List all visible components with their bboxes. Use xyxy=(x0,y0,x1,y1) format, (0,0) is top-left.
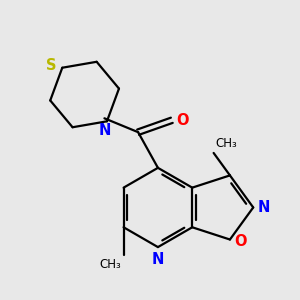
Text: N: N xyxy=(152,252,164,267)
Text: O: O xyxy=(176,113,188,128)
Text: CH₃: CH₃ xyxy=(100,258,122,271)
Text: N: N xyxy=(258,200,270,215)
Text: O: O xyxy=(235,234,247,249)
Text: N: N xyxy=(98,123,111,138)
Text: S: S xyxy=(46,58,56,73)
Text: CH₃: CH₃ xyxy=(216,137,237,150)
